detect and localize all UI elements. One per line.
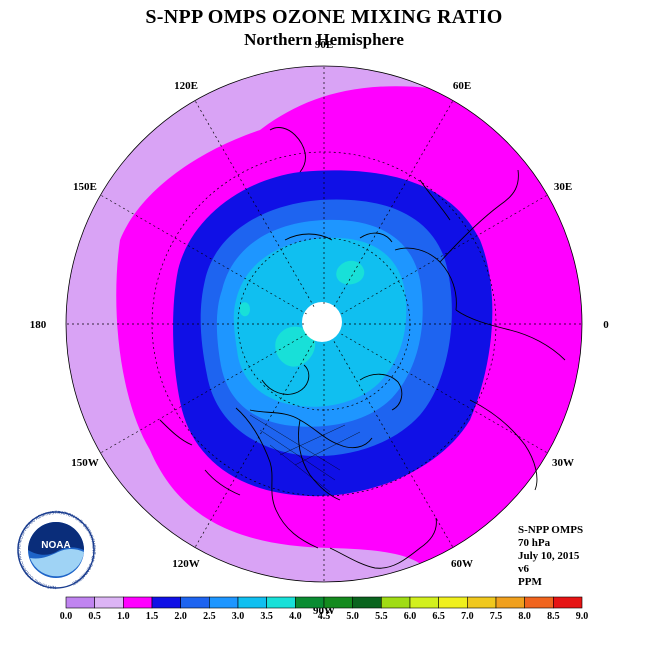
map-title: S-NPP OMPS OZONE MIXING RATIO [145, 6, 503, 28]
longitude-label: 60E [453, 80, 471, 92]
longitude-label: 120E [174, 80, 198, 92]
info-panel: S-NPP OMPS 70 hPa July 10, 2015 v6 PPM [518, 524, 583, 589]
colorbar-tick-label: 0.5 [88, 611, 101, 622]
colorbar-swatch [467, 596, 497, 609]
colorbar-swatch [352, 596, 382, 609]
longitude-label: 30E [554, 181, 572, 193]
info-date: July 10, 2015 [518, 550, 580, 562]
longitude-label: 0 [603, 319, 609, 331]
ozone-field [66, 66, 582, 582]
zone-ring-3-5-c [240, 302, 250, 317]
longitude-label: 150E [73, 181, 97, 193]
info-instrument: S-NPP OMPS [518, 524, 584, 536]
colorbar-tick-label: 2.5 [203, 611, 216, 622]
colorbar-tick-label: 8.5 [547, 611, 560, 622]
coastlines [159, 127, 566, 569]
colorbar-swatch [237, 596, 267, 609]
colorbar-tick-label: 1.0 [117, 611, 130, 622]
zone-ring-3-5 [275, 326, 316, 367]
colorbar-swatch [209, 596, 239, 609]
info-level: 70 hPa [518, 537, 551, 549]
colorbar-tick-label: 1.5 [146, 611, 159, 622]
colorbar-tick-label: 3.5 [260, 611, 273, 622]
colorbar-swatch [123, 596, 153, 609]
colorbar-swatch [495, 596, 525, 609]
colorbar-swatch [295, 596, 325, 609]
colorbar-tick-label: 2.0 [174, 611, 187, 622]
colorbar-tick-label: 6.5 [432, 611, 445, 622]
longitude-label: 60W [451, 558, 473, 570]
colorbar-swatch [180, 596, 210, 609]
colorbar-tick-label: 5.5 [375, 611, 388, 622]
colorbar-swatch [151, 596, 181, 609]
colorbar-tick-label: 4.0 [289, 611, 302, 622]
pole-gap [302, 302, 342, 342]
colorbar-tick-label: 7.5 [490, 611, 503, 622]
colorbar-tick-label: 6.0 [404, 611, 417, 622]
longitude-label: 120W [172, 558, 200, 570]
colorbar-tick-label: 8.0 [518, 611, 531, 622]
longitude-label: 90E [315, 39, 333, 51]
info-version: v6 [518, 563, 529, 575]
colorbar-tick-label: 0.0 [60, 611, 73, 622]
colorbar-tick-label: 4.5 [318, 611, 331, 622]
colorbar-swatch [94, 596, 124, 609]
colorbar-swatch [381, 596, 411, 609]
logo-name: NOAA [41, 540, 70, 551]
colorbar-tick-label: 9.0 [576, 611, 589, 622]
colorbar-swatch [553, 596, 583, 609]
colorbar-tick-label: 7.0 [461, 611, 474, 622]
map-subtitle: Northern Hemisphere [244, 30, 404, 49]
longitude-label: 150W [71, 457, 99, 469]
longitude-label: 180 [30, 319, 47, 331]
land-grid [249, 414, 361, 493]
noaa-logo: NATIONAL OCEANIC AND ATMOSPHERIC ADMINIS… [16, 510, 96, 590]
longitude-label: 30W [552, 457, 574, 469]
colorbar-swatch [65, 596, 95, 609]
colorbar-swatch [266, 596, 296, 609]
colorbar-swatch [438, 596, 468, 609]
map-disk-border [65, 65, 583, 583]
colorbar-swatch [323, 596, 353, 609]
colorbar-swatch [409, 596, 439, 609]
colorbar-tick-label: 3.0 [232, 611, 245, 622]
info-units: PPM [518, 576, 542, 588]
colorbar-swatch [524, 596, 554, 609]
colorbar-tick-label: 5.0 [346, 611, 359, 622]
